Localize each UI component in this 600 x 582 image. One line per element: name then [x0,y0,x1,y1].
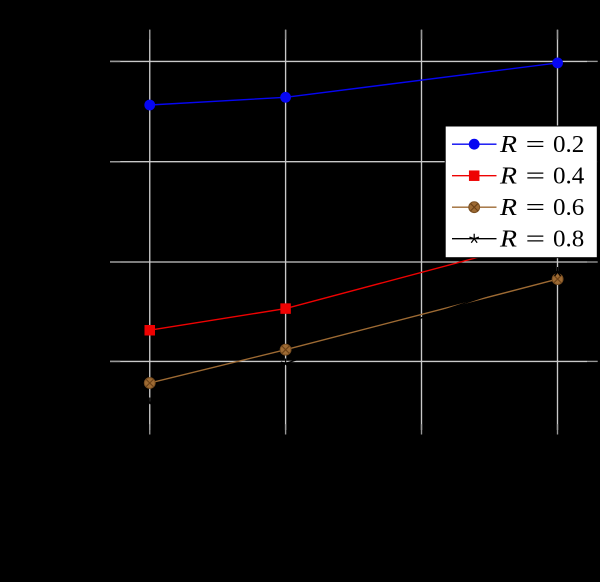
svg-text:R=0.2: R = 0.2 [499,132,584,158]
svg-text:R=0.4: R = 0.4 [499,163,584,189]
svg-text:R=0.8: R = 0.8 [499,226,584,252]
svg-text:R=0.6: R = 0.6 [499,195,584,221]
